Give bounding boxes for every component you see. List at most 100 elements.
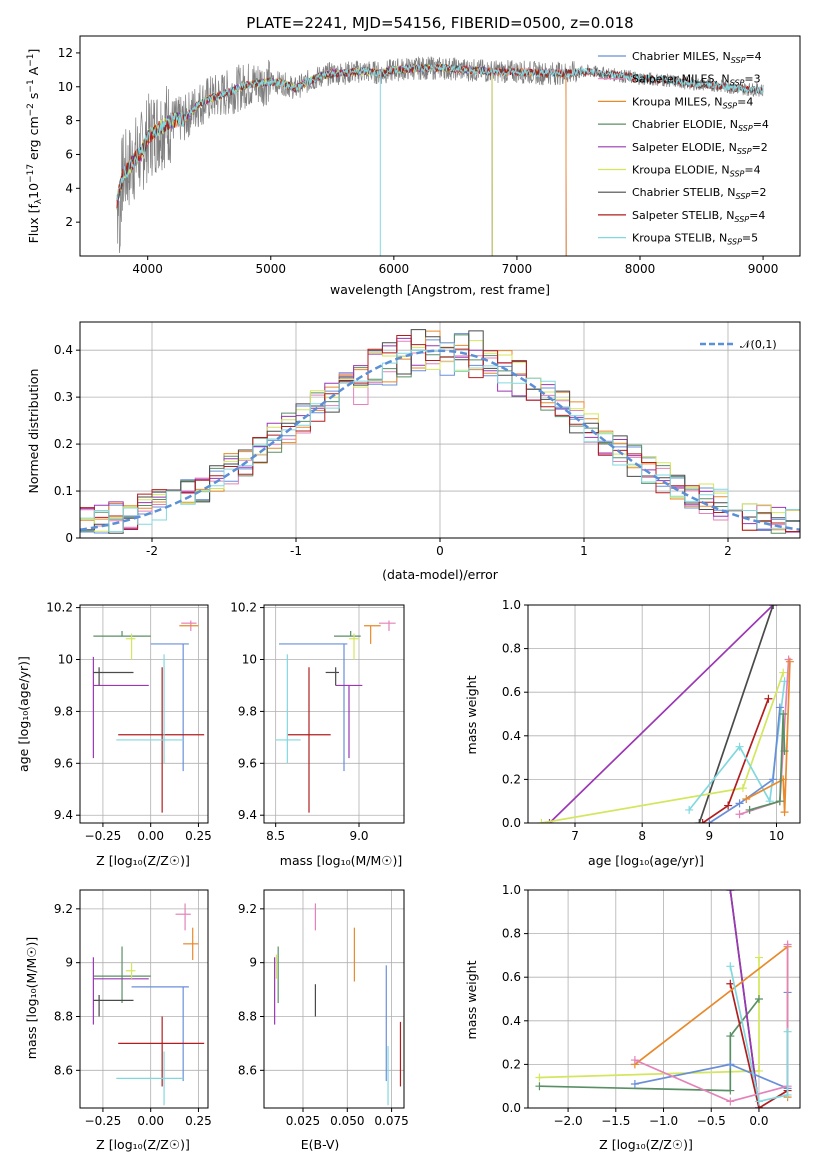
x-tick-label: 9.0 xyxy=(349,829,368,843)
weight-point-kroupa-miles xyxy=(742,795,751,804)
histogram-salpeter-stelib xyxy=(80,335,800,538)
x-tick-label: 0.25 xyxy=(185,1114,212,1128)
weight-point-salpeter-miles xyxy=(630,1056,639,1065)
plot-area xyxy=(274,903,402,1106)
axes-frame xyxy=(263,889,405,1109)
y-tick-label: 0.1 xyxy=(54,484,73,498)
weight-line-kroupa-stelib xyxy=(688,681,786,811)
x-tick-label: 4000 xyxy=(132,262,163,276)
y-tick-label: 10.2 xyxy=(230,601,257,615)
residual-xlabel: (data-model)/error xyxy=(382,567,499,582)
plot-area xyxy=(92,903,205,1106)
weight-point-salpeter-miles xyxy=(726,1097,735,1106)
y-tick-label: 0.4 xyxy=(54,343,73,357)
x-tick-label: −0.5 xyxy=(697,1114,726,1128)
spectrum-panel: PLATE=2241, MJD=54156, FIBERID=0500, z=0… xyxy=(26,14,801,297)
legend-label-salpeter-miles: Salpeter MILES, NSSP=3 xyxy=(632,73,761,88)
x-tick-label: 8.5 xyxy=(266,829,285,843)
mass-ebv-xlabel: E(B-V) xyxy=(301,1137,340,1152)
weight-point-chabrier-elodie xyxy=(535,1082,544,1091)
weight-point-salpeter-stelib xyxy=(724,801,733,810)
spectrum-xlabel: wavelength [Angstrom, rest frame] xyxy=(330,282,550,297)
mass-vs-metallicity-panel: −0.25 0.00 0.25 8.6 8.8 9 9.2 xyxy=(54,889,212,1128)
axes-frame xyxy=(79,35,801,257)
weight-line-kroupa-miles xyxy=(745,661,791,813)
weight-point-salpeter-stelib xyxy=(726,979,735,988)
x-tick-label: −1.5 xyxy=(601,1114,630,1128)
y-tick-label: 4 xyxy=(65,181,73,195)
weight-point-kroupa-elodie xyxy=(754,1066,763,1075)
y-tick-label: 0.8 xyxy=(502,927,521,941)
plot-area xyxy=(116,56,764,256)
mass-z-xlabel: Z [log₁₀(Z/Z☉)] xyxy=(96,1137,190,1152)
weight-line-kroupa-elodie xyxy=(539,957,760,1079)
model-spectrum-kroupa-stelib xyxy=(116,63,764,201)
y-tick-label: 9.4 xyxy=(54,808,73,822)
weight-point-salpeter-miles xyxy=(783,940,792,949)
y-tick-label: 8.6 xyxy=(54,1063,73,1077)
y-tick-label: 10 xyxy=(242,653,257,667)
observed-spectrum-line xyxy=(116,56,764,254)
y-tick-label: 0.6 xyxy=(502,685,521,699)
y-tick-label: 10.2 xyxy=(46,601,73,615)
weight-point-kroupa-stelib xyxy=(783,1027,792,1036)
y-tick-label: 9.6 xyxy=(54,756,73,770)
x-tick-label: −1.0 xyxy=(649,1114,678,1128)
weight-point-kroupa-stelib xyxy=(735,742,744,751)
legend-label-kroupa-miles: Kroupa MILES, NSSP=4 xyxy=(632,95,753,110)
axes-frame xyxy=(79,604,209,824)
weight-point-chabrier-miles xyxy=(769,775,778,784)
weight-point-salpeter-elodie xyxy=(726,890,735,894)
y-tick-label: 0.4 xyxy=(502,729,521,743)
x-tick-label: 0 xyxy=(436,544,444,558)
x-tick-label: 7000 xyxy=(502,262,533,276)
weight-point-kroupa-miles xyxy=(785,657,794,666)
legend-label-salpeter-elodie: Salpeter ELODIE, NSSP=2 xyxy=(632,141,768,156)
spectrum-title: PLATE=2241, MJD=54156, FIBERID=0500, z=0… xyxy=(246,14,633,32)
y-tick-label: 0.2 xyxy=(502,772,521,786)
weight-line-salpeter-elodie xyxy=(729,890,760,1108)
mass-vs-ebv-panel: 0.025 0.050 0.075 8.6 8.8 9 9.2 xyxy=(238,889,409,1128)
weight-point-kroupa-stelib xyxy=(726,962,735,971)
weight-vs-age-panel: 7 8 9 10 0.0 0.2 0.4 0.6 0.8 1.0 xyxy=(502,598,801,843)
x-tick-label: 0.050 xyxy=(330,1114,364,1128)
y-tick-label: 10 xyxy=(58,653,73,667)
weight-line-chabrier-elodie xyxy=(749,713,786,811)
y-tick-label: 8 xyxy=(65,114,73,128)
age-vs-mass-panel: 8.5 9.0 9.4 9.6 9.8 10 10.2 xyxy=(230,601,405,843)
legend-label-salpeter-stelib: Salpeter STELIB, NSSP=4 xyxy=(632,209,765,224)
spectrum-legend: Chabrier MILES, NSSP=4 Salpeter MILES, NS… xyxy=(598,50,769,247)
x-tick-label: 0.0 xyxy=(749,1114,768,1128)
weight-line-chabrier-stelib xyxy=(698,605,774,823)
weight-z-xlabel: Z [log₁₀(Z/Z☉)] xyxy=(599,1137,693,1152)
weight-point-salpeter-miles xyxy=(735,810,744,819)
age-mass-xlabel: mass [log₁₀(M/M☉)] xyxy=(280,853,402,868)
y-tick-label: 6 xyxy=(65,147,73,161)
y-tick-label: 9.2 xyxy=(238,902,257,916)
spectrum-ylabel: Flux [fλ10−17 erg cm−2 s−1 A−1] xyxy=(26,49,44,244)
weight-age-ylabel: mass weight xyxy=(464,675,479,754)
weight-point-chabrier-elodie xyxy=(745,805,754,814)
plot-area xyxy=(275,620,396,813)
x-tick-label: 5000 xyxy=(255,262,286,276)
weight-point-salpeter-miles xyxy=(784,655,793,664)
axes-frame xyxy=(263,604,405,824)
weight-line-chabrier-miles xyxy=(708,707,781,823)
x-tick-label: 9 xyxy=(706,829,714,843)
y-tick-label: 0 xyxy=(65,531,73,545)
weight-line-salpeter-miles xyxy=(634,944,789,1103)
weight-line-kroupa-elodie xyxy=(541,672,785,823)
y-tick-label: 9 xyxy=(65,956,73,970)
x-tick-label: 8000 xyxy=(625,262,656,276)
legend-label-kroupa-elodie: Kroupa ELODIE, NSSP=4 xyxy=(632,164,761,179)
weight-point-kroupa-miles xyxy=(780,808,789,817)
y-tick-label: 12 xyxy=(58,46,73,60)
weight-point-chabrier-elodie xyxy=(754,995,763,1003)
normal-distribution-curve xyxy=(80,349,800,532)
weight-point-chabrier-elodie xyxy=(779,710,788,718)
x-tick-label: 7 xyxy=(571,829,579,843)
y-tick-label: 0.0 xyxy=(502,816,521,830)
axes-frame xyxy=(527,604,801,824)
x-tick-label: 0.25 xyxy=(185,829,212,843)
model-spectrum-kroupa-miles xyxy=(116,63,567,256)
